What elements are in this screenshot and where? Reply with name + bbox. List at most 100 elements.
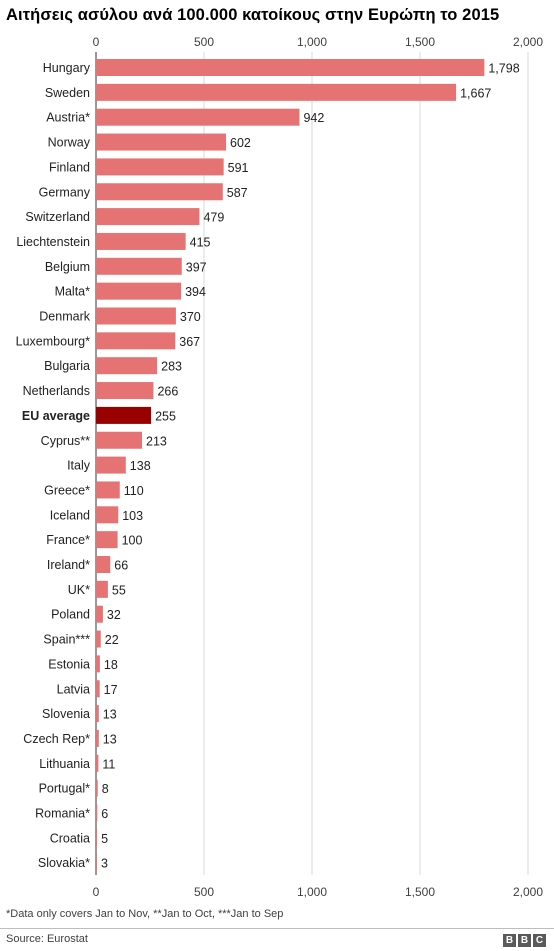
value-label: 213 <box>146 434 167 448</box>
category-label: Finland <box>49 160 90 174</box>
bar <box>96 804 98 822</box>
footnote: *Data only covers Jan to Nov, **Jan to O… <box>6 908 284 920</box>
x-tick-label: 0 <box>93 35 100 49</box>
bbc-logo: B B C <box>503 934 546 947</box>
category-label: Hungary <box>43 61 91 75</box>
bar <box>96 108 300 126</box>
value-label: 103 <box>122 509 143 523</box>
category-label: Switzerland <box>25 210 90 224</box>
value-label: 11 <box>102 757 115 771</box>
category-label: Bulgaria <box>44 359 90 373</box>
bar <box>96 506 119 524</box>
bar <box>96 729 99 747</box>
bar <box>96 431 143 449</box>
category-label: Latvia <box>57 682 90 696</box>
value-label: 5 <box>101 832 108 846</box>
category-label: Austria* <box>46 111 90 125</box>
bar <box>96 481 120 499</box>
category-label: Germany <box>39 185 91 199</box>
bar <box>96 307 176 325</box>
category-label: Luxembourg* <box>16 334 90 348</box>
category-label: Iceland <box>50 508 90 522</box>
value-label: 587 <box>227 186 248 200</box>
value-label: 55 <box>112 583 126 597</box>
footer-divider <box>0 928 554 929</box>
value-label: 415 <box>190 235 211 249</box>
x-tick-label: 2,000 <box>513 885 543 899</box>
value-label: 397 <box>186 260 207 274</box>
value-label: 32 <box>107 608 121 622</box>
category-label: Portugal* <box>39 782 91 796</box>
category-label: Netherlands <box>23 384 90 398</box>
category-label: Malta* <box>55 285 91 299</box>
category-label: Belgium <box>45 260 90 274</box>
bar <box>96 232 186 250</box>
category-label: Estonia <box>48 657 90 671</box>
category-label: Sweden <box>45 86 90 100</box>
value-label: 100 <box>122 534 143 548</box>
value-label: 255 <box>155 409 176 423</box>
category-label: Cyprus** <box>41 434 90 448</box>
value-label: 591 <box>228 161 249 175</box>
category-label: Denmark <box>39 310 90 324</box>
chart-title: Αιτήσεις ασύλου ανά 100.000 κατοίκους στ… <box>6 6 500 24</box>
value-label: 942 <box>303 111 324 125</box>
bar <box>96 854 97 872</box>
bar <box>96 382 154 400</box>
bar <box>96 208 200 226</box>
category-label: Lithuania <box>39 757 90 771</box>
category-label: France* <box>46 533 90 547</box>
x-axis-top: 0 500 1,000 1,500 2,000 <box>93 35 544 49</box>
value-label: 1,667 <box>460 86 491 100</box>
x-tick-label: 0 <box>93 885 100 899</box>
bar <box>96 456 126 474</box>
value-label: 367 <box>179 335 200 349</box>
value-label: 479 <box>203 211 224 225</box>
category-label: Czech Rep* <box>23 732 90 746</box>
value-label: 110 <box>124 484 144 498</box>
category-label: EU average <box>22 409 90 423</box>
x-tick-label: 2,000 <box>513 35 543 49</box>
category-label: Italy <box>67 459 91 473</box>
bar <box>96 133 227 151</box>
bar <box>96 257 182 275</box>
category-label: Norway <box>48 136 91 150</box>
gridlines <box>95 52 529 875</box>
value-label: 66 <box>114 559 128 573</box>
x-tick-label: 1,500 <box>405 35 435 49</box>
x-tick-label: 1,000 <box>297 885 327 899</box>
value-label: 18 <box>104 658 118 672</box>
bars <box>96 59 485 872</box>
value-label: 370 <box>180 310 201 324</box>
logo-letter: C <box>533 934 546 947</box>
category-label: Slovenia <box>42 707 90 721</box>
logo-letter: B <box>503 934 516 947</box>
category-label: Ireland* <box>47 558 90 572</box>
value-label: 13 <box>103 732 117 746</box>
x-tick-label: 500 <box>194 885 214 899</box>
bar <box>96 705 99 723</box>
value-label: 22 <box>105 633 119 647</box>
bar <box>96 357 158 375</box>
category-label: Greece* <box>44 483 90 497</box>
value-label: 394 <box>185 285 206 299</box>
value-label: 3 <box>101 857 108 871</box>
category-label: Slovakia* <box>38 856 90 870</box>
category-labels: Hungary Sweden Austria* Norway Finland German… <box>16 61 91 870</box>
value-label: 13 <box>103 708 117 722</box>
x-tick-label: 1,000 <box>297 35 327 49</box>
value-label: 266 <box>157 385 178 399</box>
bar <box>96 83 457 101</box>
x-tick-label: 1,500 <box>405 885 435 899</box>
x-tick-label: 500 <box>194 35 214 49</box>
bar <box>96 754 99 772</box>
value-label: 602 <box>230 136 251 150</box>
category-label: Spain*** <box>43 633 90 647</box>
bar <box>96 680 100 698</box>
source-note: Source: Eurostat <box>6 933 88 945</box>
category-label: Croatia <box>50 831 90 845</box>
bar <box>96 779 98 797</box>
bar <box>96 59 485 76</box>
value-label: 8 <box>102 782 109 796</box>
